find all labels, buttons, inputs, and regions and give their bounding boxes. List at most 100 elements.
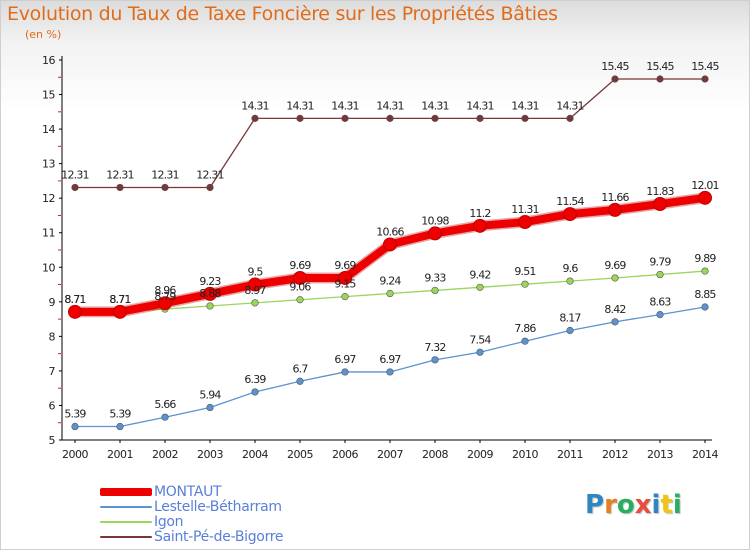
data-label: 9.69 (289, 259, 311, 272)
data-point (656, 311, 664, 319)
data-point (476, 283, 484, 291)
data-point (68, 304, 82, 319)
x-tick-label: 2006 (332, 448, 358, 461)
data-label: 9.5 (247, 266, 263, 279)
data-label: 11.2 (469, 207, 490, 220)
data-label: 8.79 (154, 290, 176, 303)
y-tick-label: 10 (42, 261, 55, 274)
data-label: 12.31 (151, 168, 179, 181)
data-label: 12.31 (196, 168, 224, 181)
legend-item: Saint-Pé-de-Bigorre (100, 528, 284, 545)
y-tick-label: 9 (49, 296, 56, 309)
legend-swatch (100, 535, 152, 538)
data-point (251, 114, 259, 122)
y-tick-label: 7 (49, 365, 56, 378)
chart-unit-label: (en %) (25, 28, 62, 41)
legend-item: Igon (100, 514, 283, 530)
logo-letter: P (585, 490, 605, 520)
data-point (296, 114, 304, 122)
data-point (386, 368, 394, 376)
y-tick-label: 6 (49, 399, 56, 412)
data-label: 5.39 (64, 408, 86, 421)
x-tick-label: 2004 (242, 448, 268, 461)
data-point (113, 304, 127, 319)
data-point (431, 114, 439, 122)
x-tick-label: 2009 (467, 448, 493, 461)
data-label: 10.98 (421, 214, 449, 227)
data-label: 15.45 (691, 60, 719, 73)
data-point (386, 289, 394, 298)
data-point (116, 422, 124, 431)
data-point (206, 302, 214, 310)
data-label: 10.66 (376, 225, 404, 238)
data-label: 12.31 (61, 168, 89, 181)
data-point (611, 274, 619, 282)
data-point (473, 218, 487, 233)
data-label: 9.33 (424, 271, 446, 284)
data-point (611, 318, 619, 326)
data-label: 14.31 (241, 99, 269, 112)
data-point (653, 197, 667, 212)
logo-letter: t (660, 490, 673, 520)
data-label: 14.31 (286, 99, 314, 112)
data-label: 9.06 (289, 281, 311, 294)
data-point (566, 277, 574, 285)
x-tick-label: 2013 (647, 448, 673, 461)
legend-swatch (100, 520, 152, 523)
data-label: 8.88 (199, 287, 221, 300)
x-tick-label: 2008 (422, 448, 448, 461)
x-tick-label: 2012 (602, 448, 628, 461)
data-label: 7.32 (424, 341, 445, 354)
legend-label: Saint-Pé-de-Bigorre (154, 528, 284, 545)
data-label: 9.42 (469, 268, 490, 281)
legend-item: MONTAUT (100, 484, 283, 500)
data-label: 8.97 (244, 284, 266, 297)
data-label: 9.69 (334, 259, 356, 272)
data-point (71, 183, 79, 192)
data-label: 9.24 (379, 275, 401, 288)
data-label: 11.31 (511, 203, 539, 216)
data-point (656, 270, 664, 279)
data-label: 8.17 (559, 311, 581, 324)
y-tick-label: 15 (42, 89, 55, 102)
data-label: 5.66 (154, 398, 176, 411)
data-label: 12.31 (106, 168, 134, 181)
data-label: 6.7 (292, 362, 308, 375)
data-point (698, 190, 712, 205)
data-point (341, 114, 349, 122)
data-label: 9.23 (199, 275, 221, 288)
logo-letter: r (604, 490, 617, 520)
data-point (701, 303, 709, 311)
data-point (251, 388, 259, 396)
logo-letter: x (634, 490, 652, 520)
data-label: 9.15 (334, 278, 356, 291)
legend-swatch (100, 487, 152, 496)
y-tick-label: 14 (42, 123, 55, 136)
data-point (158, 296, 172, 311)
x-tick-label: 2000 (62, 448, 88, 461)
chart-legend: MONTAUT Lestelle-Bétharram Igon Saint-Pé-de… (100, 484, 284, 545)
y-tick-label: 13 (42, 158, 55, 171)
data-label: 9.79 (649, 256, 671, 269)
data-point (293, 270, 307, 285)
data-point (611, 75, 619, 83)
data-label: 14.31 (466, 99, 494, 112)
data-label: 8.96 (154, 284, 176, 297)
data-label: 14.31 (376, 99, 404, 112)
data-label: 9.6 (562, 262, 578, 275)
data-label: 14.31 (421, 99, 449, 112)
data-point (386, 114, 394, 122)
y-tick-label: 8 (49, 330, 56, 343)
data-point (563, 207, 577, 222)
data-point (71, 422, 79, 431)
data-label: 8.63 (649, 296, 671, 309)
data-point (251, 299, 259, 307)
y-tick-label: 12 (42, 192, 55, 205)
x-tick-label: 2003 (197, 448, 223, 461)
data-label: 6.39 (244, 373, 266, 386)
data-label: 6.97 (379, 353, 401, 366)
data-point (566, 326, 574, 335)
data-point (476, 348, 484, 356)
x-tick-label: 2011 (557, 448, 583, 461)
